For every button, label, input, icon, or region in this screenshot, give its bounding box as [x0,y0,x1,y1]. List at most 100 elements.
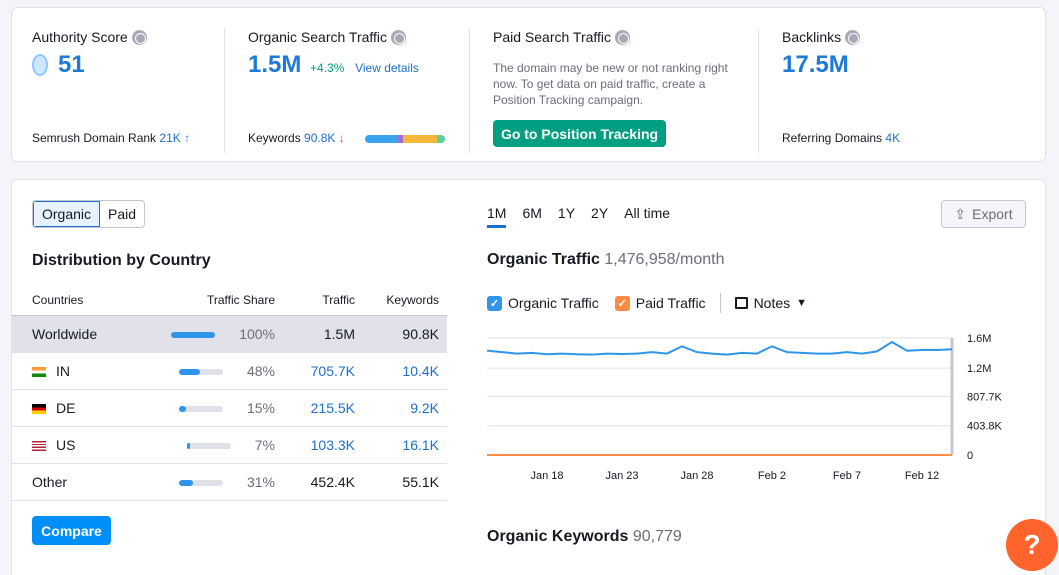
y-tick-label: 1.2M [967,363,991,375]
table-row[interactable]: Worldwide 100% 1.5M 90.8K [12,315,447,353]
traffic-cell[interactable]: 705.7K [283,352,363,390]
share-bar [178,368,223,375]
flag-us-icon [32,440,46,451]
chevron-down-icon[interactable]: ▼ [796,297,808,309]
share-bar [178,405,223,412]
country-cell[interactable]: IN [12,352,172,390]
share-cell: 100% [171,315,283,353]
arrow-down-icon: ↓ [338,131,345,145]
keywords-count: Keywords 90.8K ↓ [248,131,345,145]
share-bar [186,442,231,449]
share-cell: 48% [171,352,283,390]
traffic-cell: 452.4K [283,462,363,501]
table-row[interactable]: US 7% 103.3K 16.1K [12,426,447,464]
organic-checkbox-icon[interactable]: ✓ [487,295,502,311]
country-cell[interactable]: Other [12,462,172,501]
col-keywords[interactable]: Keywords [363,285,447,316]
keyword-bar-segment [365,135,397,143]
x-tick-label: Jan 28 [680,470,713,482]
info-icon[interactable] [131,29,147,45]
col-countries[interactable]: Countries [12,285,172,316]
x-tick-label: Jan 18 [530,470,563,482]
country-cell[interactable]: US [12,426,172,464]
table-row[interactable]: IN 48% 705.7K 10.4K [12,352,447,390]
organic-change: +4.3% [310,61,345,75]
share-bar [178,479,223,486]
toggle-paid[interactable]: Paid [108,206,137,222]
distribution-title: Distribution by Country [32,252,211,269]
y-tick-label: 807.7K [967,391,1003,403]
y-tick-label: 403.8K [967,421,1003,433]
share-fill [178,405,186,412]
organic-traffic-chart[interactable]: 0 403.8K 807.7K 1.2M 1.6M Jan 18 Jan 23 Jan 28 F… [482,328,1042,493]
share-fill [186,442,190,449]
keywords-cell: 90.8K [363,315,447,353]
arrow-up-icon: ↑ [184,131,191,145]
organic-traffic-heading: Organic Traffic 1,476,958/month [487,251,725,268]
organic-traffic-title: Organic Search Traffic [248,29,407,45]
notes-dropdown[interactable]: Notes [753,295,791,311]
domain-rank-link[interactable]: 21K [159,131,181,145]
x-tick-label: Feb 12 [905,470,939,482]
export-icon: ⇪ [954,205,967,222]
period-tab[interactable]: All time [624,205,671,221]
chart-legend: ✓ Organic Traffic ✓ Paid Traffic Notes ▼ [487,293,807,313]
backlinks-title: Backlinks [782,29,861,45]
info-icon[interactable] [845,29,861,45]
flag-in-icon [32,366,46,377]
share-bar [171,331,216,338]
organic-paid-toggle[interactable]: Organic Paid [32,200,146,228]
keywords-cell[interactable]: 16.1K [363,426,447,464]
share-cell: 7% [171,426,283,464]
distribution-table: Countries Traffic Share Traffic Keywords… [12,285,447,501]
compare-button[interactable]: Compare [32,516,111,545]
paid-checkbox-icon[interactable]: ✓ [614,295,630,311]
x-tick-label: Jan 23 [605,470,638,482]
share-fill [171,331,216,338]
summary-card: Authority Score 51 Semrush Domain Rank 2… [11,7,1046,162]
x-tick-label: Feb 7 [833,470,861,482]
legend-paid[interactable]: Paid Traffic [635,295,706,311]
export-button[interactable]: ⇪ Export [941,200,1026,228]
country-cell[interactable]: DE [12,389,172,427]
keyword-bar-segment [403,135,437,143]
table-row[interactable]: DE 15% 215.5K 9.2K [12,389,447,427]
table-row[interactable]: Other 31% 452.4K 55.1K [12,462,447,501]
divider [758,28,759,153]
view-details-link[interactable]: View details [355,61,419,75]
info-icon[interactable] [615,29,631,45]
share-fill [178,479,193,486]
referring-domains-link[interactable]: 4K [885,131,901,145]
period-tab[interactable]: 1M [487,205,507,228]
col-traffic[interactable]: Traffic [283,285,363,316]
traffic-cell[interactable]: 103.3K [283,426,363,464]
keyword-positions-bar[interactable] [365,135,445,143]
period-tab[interactable]: 2Y [591,205,609,221]
keywords-cell[interactable]: 10.4K [363,352,447,390]
period-tab[interactable]: 6M [522,205,542,221]
divider [469,28,470,153]
flag-de-icon [32,403,46,414]
overview-card: Organic Paid Distribution by Country Cou… [11,179,1046,575]
help-button[interactable]: ? [1006,519,1058,571]
organic-traffic-total: 1,476,958/month [604,251,725,268]
period-tab[interactable]: 1Y [557,205,576,221]
position-tracking-button[interactable]: Go to Position Tracking [493,120,666,147]
keywords-link[interactable]: 90.8K [304,131,336,145]
divider [719,293,721,313]
keywords-cell[interactable]: 9.2K [363,389,447,427]
info-icon[interactable] [391,29,407,45]
period-tabs: 1M 6M 1Y 2Y All time [487,205,670,228]
notes-icon [734,297,748,309]
backlinks-value[interactable]: 17.5M [782,51,849,78]
organic-traffic-value[interactable]: 1.5M +4.3% View details [248,51,419,78]
table-header: Countries Traffic Share Traffic Keywords [12,285,447,316]
col-traffic-share[interactable]: Traffic Share [171,285,283,316]
y-tick-label: 0 [967,450,973,462]
legend-organic[interactable]: Organic Traffic [508,295,599,311]
toggle-organic[interactable]: Organic [33,201,101,227]
traffic-cell[interactable]: 215.5K [283,389,363,427]
share-fill [178,368,201,375]
authority-score-value: 51 [32,51,85,79]
country-cell[interactable]: Worldwide [12,315,172,353]
